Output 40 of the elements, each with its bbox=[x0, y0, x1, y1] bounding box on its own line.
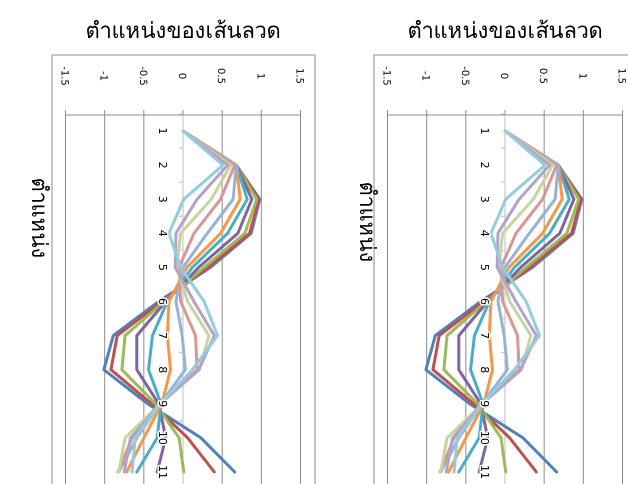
y-tick-label: 7 bbox=[478, 332, 491, 340]
y-tick-label: 8 bbox=[478, 366, 491, 374]
y-tick-label: 6 bbox=[156, 298, 169, 305]
y-tick-label: 1 bbox=[478, 128, 491, 134]
y-tick-label: 5 bbox=[478, 264, 491, 271]
y-tick-label: 1 bbox=[156, 128, 169, 134]
y-tick-label: 4 bbox=[156, 230, 169, 237]
x-tick-label: -1.5 bbox=[380, 66, 392, 86]
x-tick-label: 1.5 bbox=[616, 68, 626, 84]
y-tick-label: 3 bbox=[156, 196, 169, 203]
x-tick-label: -1 bbox=[420, 71, 431, 81]
y-tick-label: 11 bbox=[478, 465, 491, 479]
x-tick-label: 1 bbox=[254, 72, 266, 80]
chart-title: ตำแหน่งของเส้นลวด bbox=[408, 19, 602, 44]
y-tick-label: 10 bbox=[478, 430, 491, 445]
y-axis-title: ตำแหน่ง bbox=[26, 178, 51, 258]
chart-title: ตำแหน่งของเส้นลวด bbox=[86, 19, 280, 44]
y-tick-label: 3 bbox=[478, 196, 491, 203]
y-axis-title: ตำแหน่ง bbox=[354, 182, 379, 262]
y-tick-label: 2 bbox=[478, 162, 491, 169]
x-tick-label: 1.5 bbox=[294, 68, 304, 84]
x-tick-label: -1 bbox=[98, 71, 109, 81]
x-tick-label: 0 bbox=[176, 72, 187, 80]
x-tick-label: 0 bbox=[498, 72, 509, 80]
x-tick-label: -0.5 bbox=[136, 66, 148, 86]
x-tick-label: -0.5 bbox=[458, 66, 470, 86]
x-tick-label: 0.5 bbox=[537, 68, 548, 84]
y-tick-label: 10 bbox=[156, 430, 169, 445]
y-tick-label: 11 bbox=[156, 465, 169, 479]
x-tick-label: 0.5 bbox=[215, 68, 226, 84]
y-tick-label: 2 bbox=[156, 162, 169, 169]
x-tick-label: -1.5 bbox=[58, 66, 70, 86]
y-tick-label: 9 bbox=[478, 400, 491, 408]
y-tick-label: 4 bbox=[478, 230, 491, 237]
y-tick-label: 9 bbox=[156, 400, 169, 408]
y-tick-label: 5 bbox=[156, 264, 169, 271]
y-tick-label: 6 bbox=[478, 298, 491, 305]
y-tick-label: 7 bbox=[156, 332, 169, 340]
y-tick-label: 8 bbox=[156, 366, 169, 374]
x-tick-label: 1 bbox=[576, 72, 588, 80]
